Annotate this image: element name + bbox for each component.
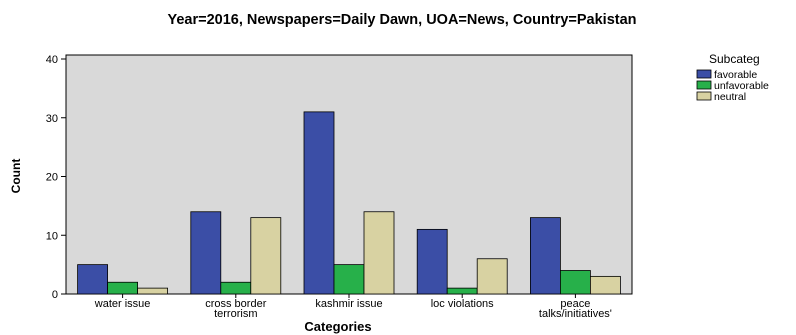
bar-neutral-3 xyxy=(476,258,508,295)
y-axis-label: Count xyxy=(9,159,23,194)
bar-unfavorable-2 xyxy=(333,264,365,295)
y-tick-label: 30 xyxy=(46,113,58,125)
bar-neutral-4 xyxy=(590,275,621,295)
bar-favorable-0 xyxy=(77,264,108,295)
x-tick-label: terrorism xyxy=(214,308,257,320)
bar-unfavorable-4 xyxy=(560,270,591,295)
x-tick-label: talks/initiatives' xyxy=(539,308,612,320)
bar-neutral-1 xyxy=(250,217,282,295)
legend-label-neutral: neutral xyxy=(714,91,746,103)
bar-favorable-4 xyxy=(530,217,561,295)
bars xyxy=(77,111,621,295)
bar-unfavorable-3 xyxy=(446,287,478,295)
x-tick-label: kashmir issue xyxy=(315,298,382,310)
y-tick-label: 10 xyxy=(46,230,58,242)
x-tick-label: cross border xyxy=(205,298,266,310)
x-axis-label: Categories xyxy=(304,319,371,334)
bar-favorable-1 xyxy=(190,211,222,295)
legend-title: Subcateg xyxy=(709,52,760,66)
bar-favorable-3 xyxy=(416,228,448,295)
legend-label-unfavorable: unfavorable xyxy=(714,80,769,92)
y-tick-label: 20 xyxy=(46,172,58,184)
legend-label-favorable: favorable xyxy=(714,69,757,81)
bar-favorable-2 xyxy=(303,111,335,295)
chart-title: Year=2016, Newspapers=Daily Dawn, UOA=Ne… xyxy=(167,12,636,28)
legend-swatch-neutral xyxy=(696,91,712,101)
x-tick-label: water issue xyxy=(94,298,151,310)
bar-neutral-2 xyxy=(363,211,395,295)
bar-unfavorable-1 xyxy=(220,281,252,295)
legend-swatch-favorable xyxy=(696,69,712,79)
y-tick-label: 40 xyxy=(46,54,58,66)
y-axis: 0 10 20 30 40 xyxy=(46,54,66,301)
x-tick-label: peace xyxy=(560,298,590,310)
bar-neutral-0 xyxy=(137,287,169,295)
legend-swatch-unfavorable xyxy=(696,80,712,90)
y-tick-label: 0 xyxy=(52,289,58,301)
bar-unfavorable-0 xyxy=(107,281,138,295)
x-tick-label: loc violations xyxy=(431,298,494,310)
